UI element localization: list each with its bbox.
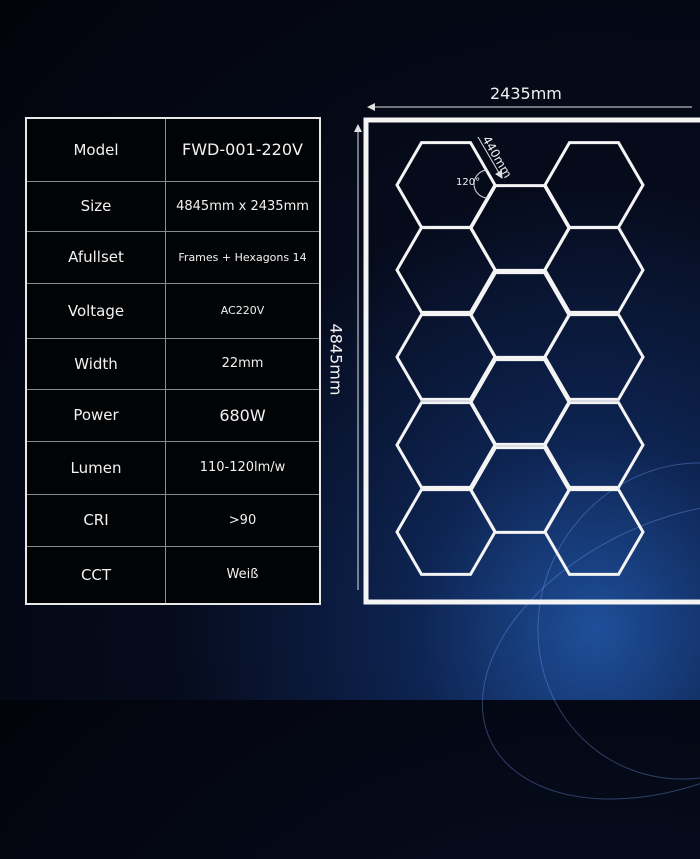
hexagon-layout-diagram	[354, 103, 700, 605]
hexagon-light	[469, 446, 571, 534]
height-label: 4845mm	[326, 323, 346, 396]
spec-value: Weiß	[165, 545, 321, 605]
hexagon-light	[469, 184, 571, 272]
hexagon-light	[543, 488, 645, 576]
outer-frame	[363, 117, 700, 605]
spec-row-cri: CRI >90	[25, 493, 321, 547]
edge-dimension-line	[477, 136, 503, 179]
angle-arc	[473, 169, 489, 199]
spec-value: 110-120lm/w	[165, 440, 321, 495]
spec-label: Size	[25, 180, 166, 232]
hexagon-light	[395, 488, 497, 576]
width-label: 2435mm	[490, 84, 562, 103]
spec-row-cct: CCT Weiß	[25, 545, 321, 605]
hexagon-light	[469, 358, 571, 446]
spec-table: Model FWD-001-220V Size 4845mm x 2435mm Af…	[25, 117, 321, 605]
spec-row-lumen: Lumen 110-120lm/w	[25, 440, 321, 495]
spec-value: Frames + Hexagons 14	[165, 230, 321, 284]
spec-row-width: Width 22mm	[25, 337, 321, 390]
angle-label: 120°	[456, 177, 481, 188]
spec-value: 22mm	[165, 337, 321, 390]
spec-label: CRI	[25, 493, 166, 547]
hexagon-light	[469, 271, 571, 359]
spec-row-size: Size 4845mm x 2435mm	[25, 180, 321, 232]
spec-row-power: Power 680W	[25, 388, 321, 442]
spec-value: >90	[165, 493, 321, 547]
spec-label: Width	[25, 337, 166, 390]
spec-row-voltage: Voltage AC220V	[25, 282, 321, 339]
spec-label: CCT	[25, 545, 166, 605]
spec-label: Power	[25, 388, 166, 442]
spec-value: 4845mm x 2435mm	[165, 180, 321, 232]
spec-row-set: Afullset Frames + Hexagons 14	[25, 230, 321, 284]
spec-value: AC220V	[165, 282, 321, 339]
